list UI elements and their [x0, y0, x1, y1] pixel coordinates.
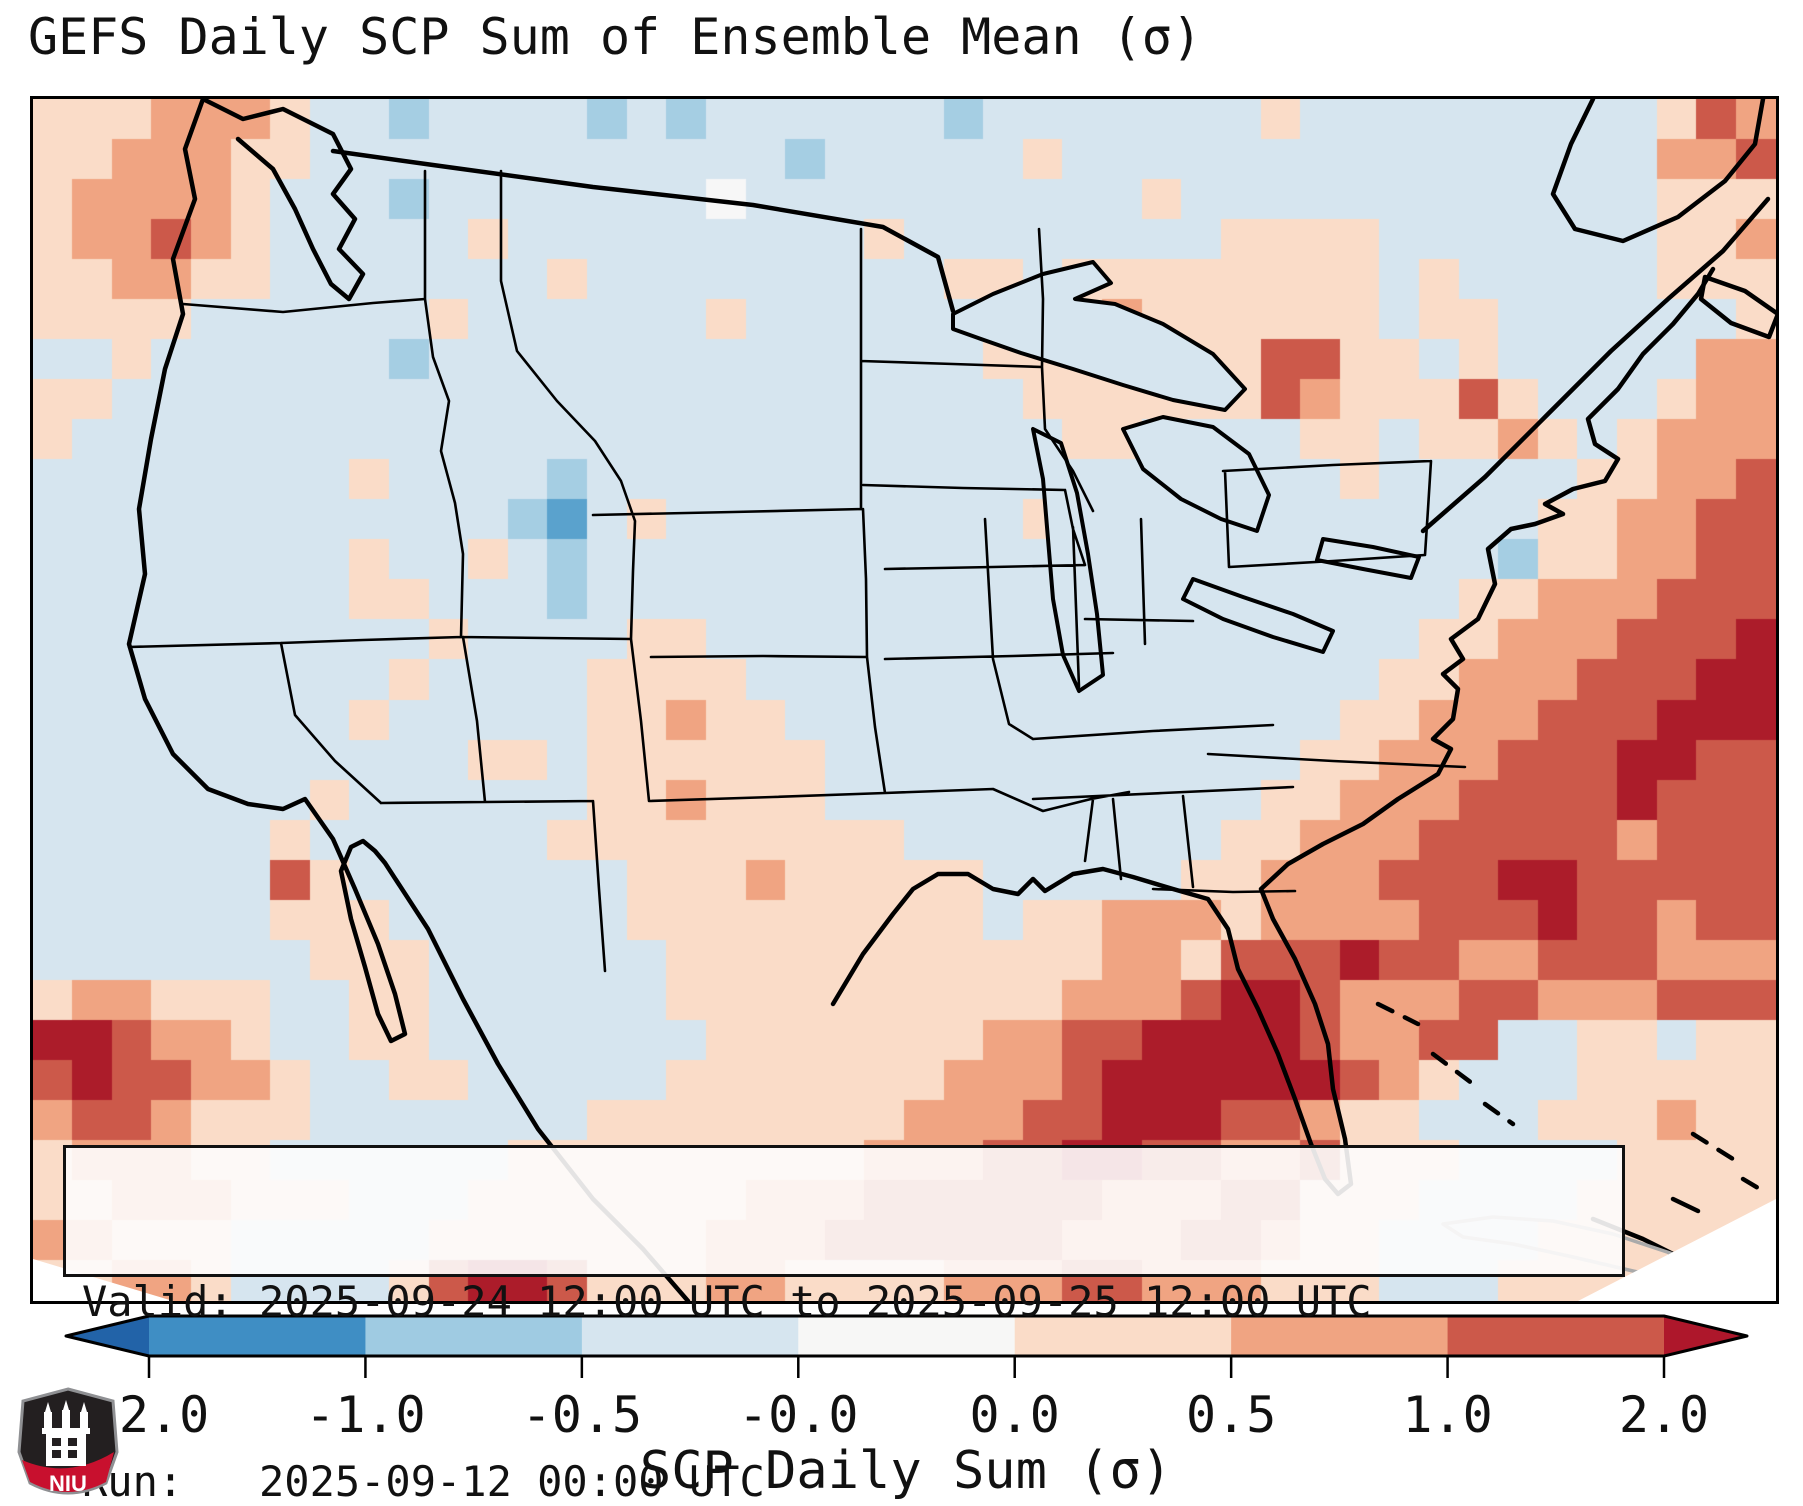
gulf-of-st-lawrence-coastline	[1550, 99, 1766, 244]
niu-castle-icon	[42, 1400, 90, 1466]
colorbar-tick-label: -0.0	[738, 1386, 858, 1444]
lake-superior	[951, 260, 1247, 412]
run-time-line: Run: 2025-09-12 00:00 UTC	[82, 1457, 765, 1506]
great-lakes-shapes	[951, 260, 1421, 693]
canada-border-west	[330, 148, 956, 314]
pacific-mexico-coastline	[126, 99, 691, 1301]
colorbar-segment	[149, 1316, 367, 1356]
colorbar: -2.0 -1.0 -0.5 -0.0 0.0 0.5 1.0 2.0 SCP Daily S…	[64, 1314, 1749, 1501]
islet-near-cuba	[1670, 1196, 1701, 1214]
colorbar-tick-label: 2.0	[1619, 1386, 1709, 1444]
puget-sound-coastline	[200, 99, 366, 302]
colorbar-segment	[798, 1316, 1016, 1356]
projection-wedge-right	[1578, 1199, 1776, 1301]
colorbar-segment	[1014, 1316, 1232, 1356]
gulf-atlantic-coastline	[830, 266, 1716, 1197]
colorbar-tick-label: 0.0	[970, 1386, 1060, 1444]
lake-huron	[1121, 415, 1271, 533]
state-borders-path	[127, 169, 1467, 973]
coastline-paths	[126, 99, 1776, 1301]
valid-run-info-box: Valid: 2025-09-24 12:00 UTC to 2025-09-2…	[63, 1145, 1625, 1506]
niu-red-swoosh	[22, 1452, 114, 1492]
colorbar-segment	[1447, 1316, 1665, 1356]
colorbar-axis-label: SCP Daily Sum (σ)	[640, 1441, 1172, 1501]
colorbar-tick-label: -0.5	[522, 1386, 642, 1444]
lake-erie	[1181, 577, 1335, 654]
valid-time-line: Valid: 2025-09-24 12:00 UTC to 2025-09-2…	[82, 1277, 1372, 1326]
colorbar-under-arrow	[66, 1316, 149, 1356]
colorbar-built-group: -2.0 -1.0 -0.5 -0.0 0.0 0.5 1.0 2.0	[64, 1314, 1749, 1444]
page-title: GEFS Daily SCP Sum of Ensemble Mean (σ)	[28, 8, 1202, 66]
colorbar-segment	[581, 1316, 800, 1356]
colorbar-segment	[365, 1316, 583, 1356]
map-borders-overlay	[33, 99, 1776, 1301]
bahamas-dashed-coastline	[1375, 1001, 1771, 1197]
lake-michigan	[1031, 427, 1105, 693]
map-plot-area	[30, 96, 1779, 1304]
st-lawrence-border	[1420, 196, 1771, 534]
scp-heatmap-canvas	[33, 99, 1776, 1301]
niu-logo-text: NIU	[49, 1471, 87, 1496]
colorbar-tick-label: -1.0	[305, 1386, 425, 1444]
colorbar-segment	[1231, 1316, 1449, 1356]
niu-logo: NIU	[17, 1387, 119, 1496]
colorbar-tick-label: 0.5	[1186, 1386, 1276, 1444]
colorbar-over-arrow	[1664, 1316, 1747, 1356]
colorbar-tick-label: 1.0	[1402, 1386, 1492, 1444]
nova-scotia-coastline	[1698, 274, 1776, 340]
